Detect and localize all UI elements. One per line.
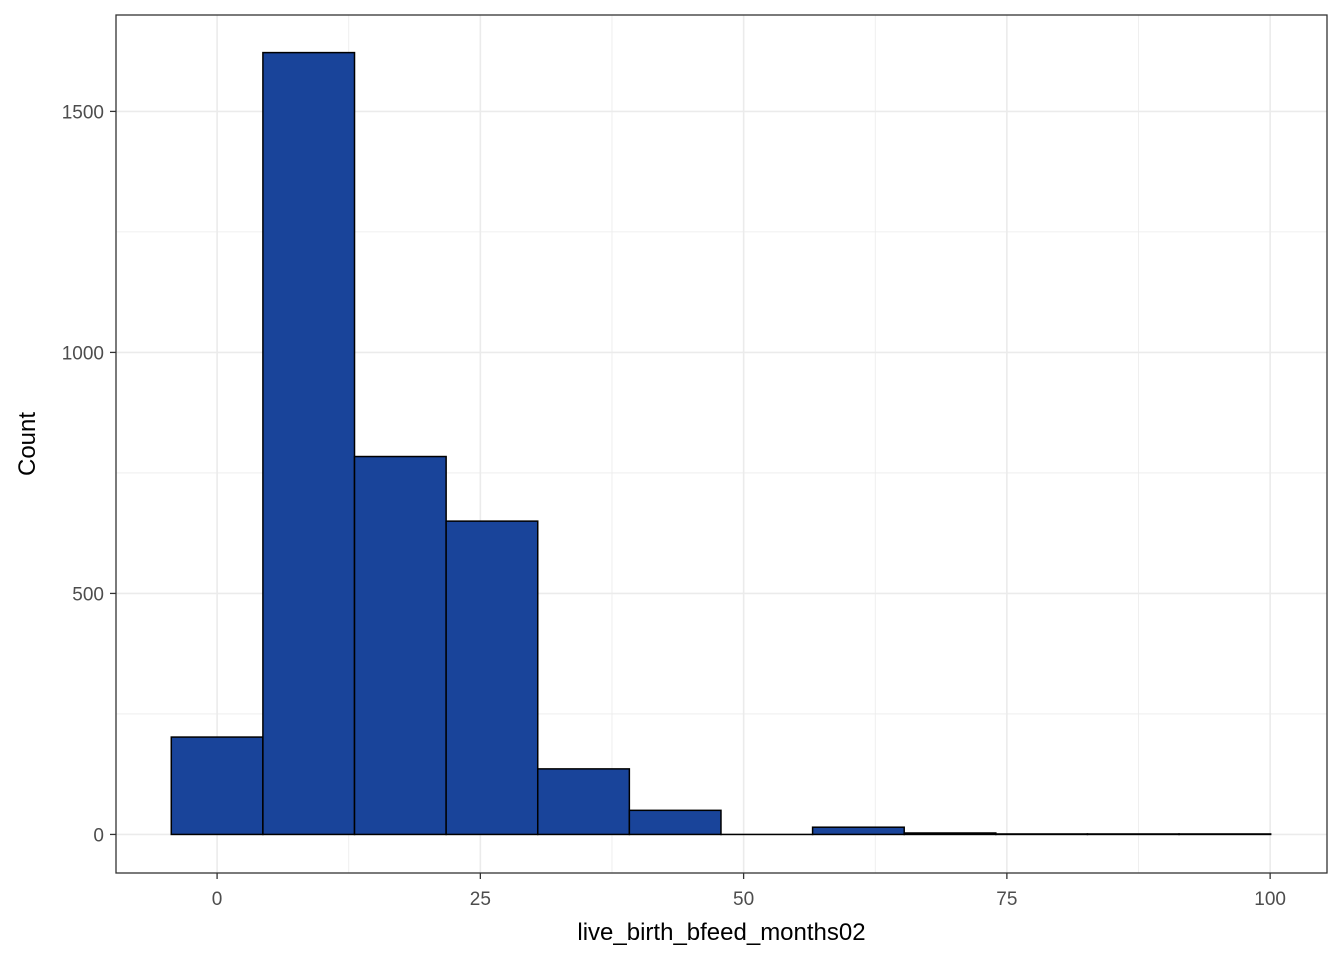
y-tick-label: 0 [93, 825, 104, 846]
x-tick-label: 50 [733, 889, 754, 910]
x-axis-title: live_birth_bfeed_months02 [577, 919, 865, 946]
histogram-bar [628, 809, 722, 836]
y-tick-label: 1500 [62, 102, 104, 123]
x-tick-label: 100 [1254, 889, 1286, 910]
panel-border [115, 14, 1328, 874]
y-tick-label: 1000 [62, 343, 104, 364]
histogram-bar [170, 736, 264, 836]
histogram-bars [170, 51, 1272, 836]
histogram-bar [445, 520, 539, 836]
histogram-bar [262, 51, 356, 836]
x-tick-label: 75 [996, 889, 1017, 910]
x-tick-label: 0 [212, 889, 223, 910]
y-tick-label: 500 [72, 584, 104, 605]
histogram-bar [536, 768, 631, 836]
x-tick-label: 25 [470, 889, 491, 910]
y-axis-title: Count [14, 412, 41, 476]
histogram-bar [353, 455, 447, 836]
histogram-bar [903, 832, 997, 836]
histogram-bar [811, 826, 905, 836]
